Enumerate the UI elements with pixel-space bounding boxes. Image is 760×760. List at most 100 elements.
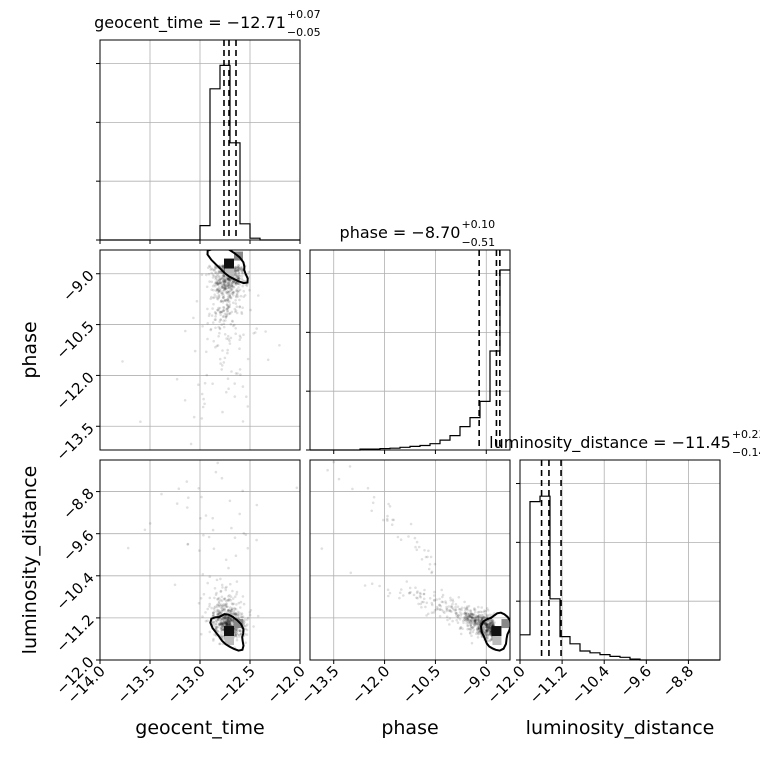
sample-point xyxy=(235,613,239,617)
sample-point xyxy=(230,287,233,291)
sample-point xyxy=(214,593,218,596)
sample-point xyxy=(230,526,233,530)
sample-point xyxy=(214,311,218,315)
sample-point xyxy=(491,623,495,627)
sample-point xyxy=(439,608,442,611)
sample-point xyxy=(417,602,420,606)
scatter-panel-geocent_time-luminosity_distance xyxy=(99,459,301,661)
sample-point xyxy=(229,288,233,291)
sample-point xyxy=(473,621,477,624)
sample-point xyxy=(217,596,221,600)
sample-point xyxy=(235,580,239,583)
sample-point xyxy=(240,612,244,615)
sample-point xyxy=(427,567,431,571)
sample-point xyxy=(223,616,226,619)
sample-point xyxy=(227,620,231,624)
sample-point xyxy=(229,618,233,622)
sample-point xyxy=(223,333,227,336)
y-tick-label: −12.0 xyxy=(52,368,97,413)
sample-point xyxy=(215,276,218,279)
sample-point xyxy=(223,278,227,282)
sample-point xyxy=(237,601,241,605)
sample-point xyxy=(477,618,480,621)
density-cell xyxy=(501,619,510,629)
sample-point xyxy=(219,281,222,285)
sample-point xyxy=(219,313,222,317)
sample-point xyxy=(466,624,470,627)
sample-point xyxy=(227,286,231,290)
sample-point xyxy=(148,522,152,525)
sample-point xyxy=(459,614,463,617)
sample-point xyxy=(228,290,231,293)
sample-point xyxy=(477,620,481,624)
sample-point xyxy=(230,286,233,289)
sample-point xyxy=(237,273,240,277)
sample-point xyxy=(414,545,417,549)
sample-point xyxy=(235,293,239,297)
sample-point xyxy=(217,308,220,311)
sample-point xyxy=(440,600,444,604)
x-tick-label: −12.0 xyxy=(348,662,393,707)
sample-point xyxy=(192,415,196,419)
sample-point xyxy=(474,619,477,622)
sample-point xyxy=(222,274,225,278)
sample-point xyxy=(229,622,232,626)
sample-point xyxy=(391,518,394,522)
x-tick-label: −11.2 xyxy=(526,662,571,707)
sample-point xyxy=(302,433,305,436)
sample-point xyxy=(238,629,242,633)
sample-point xyxy=(485,628,488,632)
sample-point xyxy=(218,279,222,282)
sample-point xyxy=(486,622,490,626)
sample-point xyxy=(483,615,487,619)
sample-point xyxy=(213,268,216,272)
sample-point xyxy=(464,619,467,623)
sample-point xyxy=(454,611,458,615)
sample-point xyxy=(465,607,469,611)
sample-point xyxy=(472,616,476,619)
sample-point xyxy=(240,311,243,314)
sample-point xyxy=(228,303,232,306)
sample-point xyxy=(217,623,221,626)
sample-point xyxy=(488,623,491,626)
sample-point xyxy=(215,591,218,595)
sample-point xyxy=(234,274,238,277)
sample-point xyxy=(230,285,233,289)
sample-point xyxy=(222,616,225,620)
sample-point xyxy=(232,280,236,283)
sample-point xyxy=(484,621,487,625)
sample-point xyxy=(222,274,226,278)
sample-point xyxy=(486,628,489,631)
sample-point xyxy=(205,350,208,354)
sample-point xyxy=(487,627,490,631)
sample-point xyxy=(236,289,239,293)
sample-point xyxy=(468,615,471,618)
sample-point xyxy=(405,580,409,583)
sample-point xyxy=(223,356,227,360)
sample-point xyxy=(230,619,234,622)
sample-point xyxy=(233,631,237,634)
sample-point xyxy=(214,619,218,623)
sample-point xyxy=(221,301,225,304)
sample-point xyxy=(445,605,448,609)
sample-point xyxy=(212,288,215,292)
x-tick-label: −12.0 xyxy=(484,662,529,707)
sample-point xyxy=(234,281,237,284)
sample-point xyxy=(226,290,229,293)
sample-point xyxy=(234,327,237,330)
sample-point xyxy=(234,613,238,616)
sample-point xyxy=(229,617,233,620)
sample-point xyxy=(228,610,232,613)
sample-point xyxy=(469,620,472,624)
sample-point xyxy=(211,516,214,520)
sample-point xyxy=(493,621,496,624)
sample-point xyxy=(230,618,233,621)
sample-point xyxy=(230,611,234,614)
sample-point xyxy=(186,542,190,546)
sample-point xyxy=(464,612,468,616)
sample-point xyxy=(435,608,439,611)
sample-point xyxy=(237,270,241,274)
sample-point xyxy=(242,620,246,623)
sample-point xyxy=(488,625,492,629)
sample-point xyxy=(200,392,204,396)
